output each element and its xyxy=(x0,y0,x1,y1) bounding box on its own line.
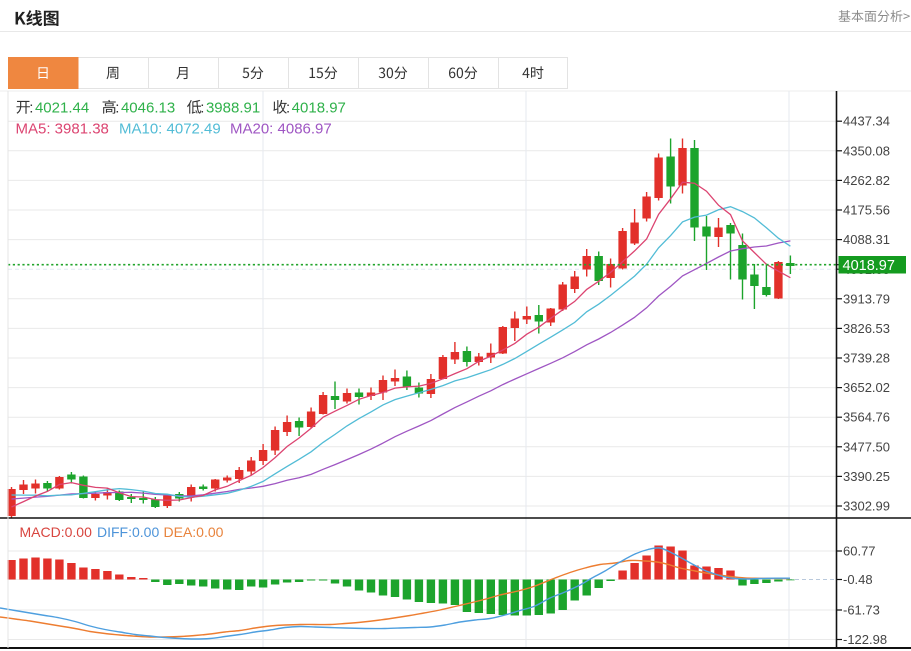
svg-text:3477.50: 3477.50 xyxy=(843,439,890,454)
svg-text:4088.31: 4088.31 xyxy=(843,232,890,247)
svg-text:3913.79: 3913.79 xyxy=(843,291,890,306)
svg-text::4021.44: :4021.44 xyxy=(29,100,89,117)
svg-text:-61.73: -61.73 xyxy=(843,603,880,618)
svg-text:-0.48: -0.48 xyxy=(843,572,873,587)
svg-text::3988.91: :3988.91 xyxy=(200,100,260,117)
svg-text:3652.02: 3652.02 xyxy=(843,380,890,395)
svg-text:-122.98: -122.98 xyxy=(843,632,887,647)
svg-text:4018.97: 4018.97 xyxy=(843,258,895,274)
svg-text:4350.08: 4350.08 xyxy=(843,143,890,158)
svg-text:3302.99: 3302.99 xyxy=(843,499,890,514)
svg-text:4262.82: 4262.82 xyxy=(843,173,890,188)
svg-text:3564.76: 3564.76 xyxy=(843,410,890,425)
svg-text::4018.97: :4018.97 xyxy=(286,100,346,117)
svg-text:3739.28: 3739.28 xyxy=(843,351,890,366)
svg-text::4046.13: :4046.13 xyxy=(115,100,175,117)
svg-text:4175.56: 4175.56 xyxy=(843,203,890,218)
svg-text:3390.25: 3390.25 xyxy=(843,469,890,484)
svg-text:3826.53: 3826.53 xyxy=(843,321,890,336)
svg-text:60.77: 60.77 xyxy=(843,544,876,559)
svg-text:4437.34: 4437.34 xyxy=(843,114,890,129)
